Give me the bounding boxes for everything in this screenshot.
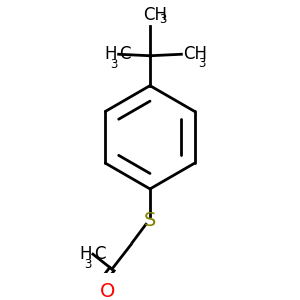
Text: S: S [144,211,156,230]
Text: H: H [79,245,92,263]
Text: 3: 3 [198,57,205,70]
Text: C: C [119,45,131,63]
Text: O: O [100,282,116,300]
Text: 3: 3 [110,58,117,70]
Text: H: H [105,45,117,63]
Text: C: C [94,245,106,263]
Text: CH: CH [143,7,167,25]
Text: 3: 3 [160,13,167,26]
Text: CH: CH [183,45,207,63]
Text: 3: 3 [84,258,92,271]
